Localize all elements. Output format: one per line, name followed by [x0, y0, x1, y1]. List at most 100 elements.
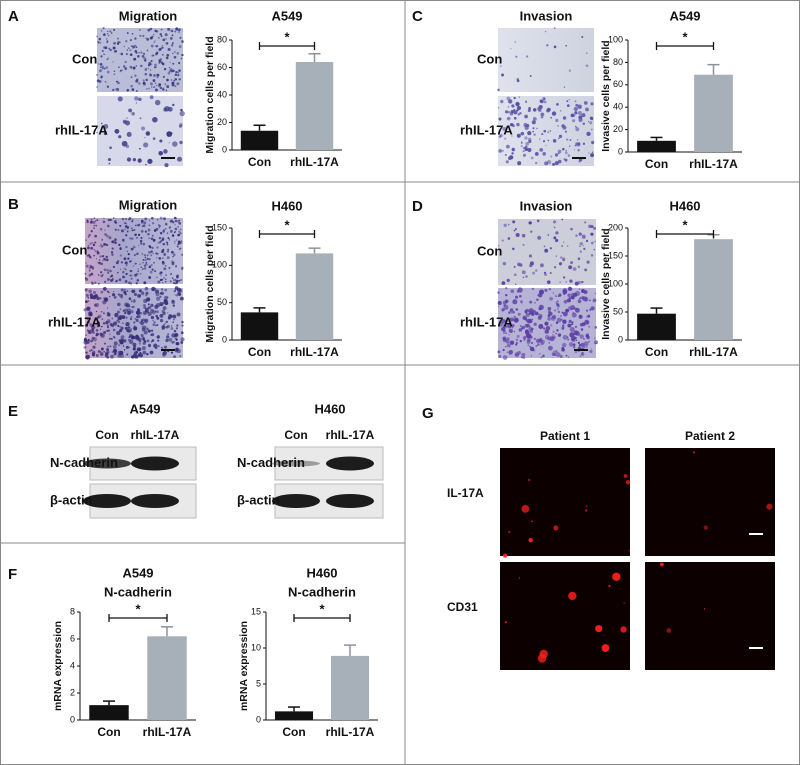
cell [554, 153, 559, 157]
cell [561, 324, 565, 327]
cell [524, 136, 528, 140]
cell [179, 232, 182, 235]
cell [127, 328, 132, 333]
cell [544, 334, 550, 340]
cell [581, 351, 584, 354]
cell [146, 232, 150, 236]
cell [156, 45, 159, 48]
cell [143, 254, 147, 257]
y-tick-label: 2 [70, 687, 75, 697]
cell [166, 53, 170, 57]
cell [138, 289, 142, 293]
cell [590, 102, 594, 106]
cell [180, 278, 183, 282]
cell [170, 132, 173, 135]
cell [581, 36, 584, 39]
cell [93, 224, 96, 227]
micrograph [498, 28, 594, 92]
cell [577, 265, 581, 268]
cell [104, 80, 107, 83]
cell [148, 233, 151, 235]
cell [114, 238, 117, 241]
cell [162, 257, 164, 260]
cell [126, 230, 129, 233]
micrograph [500, 562, 630, 670]
cell [87, 320, 90, 324]
cell [103, 124, 109, 129]
cell [165, 89, 168, 92]
cell [145, 261, 148, 264]
cell [125, 264, 128, 266]
blot-title: A549 [129, 401, 160, 416]
cell [118, 135, 122, 139]
cell [132, 299, 136, 303]
y-tick-label: 100 [608, 278, 623, 288]
cell [107, 157, 112, 162]
cell [146, 297, 151, 302]
cell [579, 297, 582, 300]
cell [150, 315, 155, 320]
cell [585, 107, 589, 112]
cell [100, 290, 104, 294]
cell [144, 136, 146, 139]
cell [154, 324, 157, 327]
cell [125, 316, 128, 319]
cell [90, 349, 93, 352]
cell [608, 584, 611, 588]
cell [540, 337, 542, 340]
cell [113, 42, 116, 45]
cell [524, 114, 529, 119]
cell [153, 33, 155, 36]
cell [169, 280, 172, 283]
cell [171, 81, 175, 85]
cell [154, 29, 157, 33]
cell [103, 268, 107, 272]
cell [100, 75, 103, 78]
cell [151, 222, 155, 225]
bar [240, 312, 279, 340]
cell [531, 342, 534, 345]
cell [170, 79, 173, 81]
chart-subtitle: N-cadherin [288, 584, 356, 599]
cell [101, 30, 103, 32]
cell [126, 131, 132, 137]
cell [524, 145, 528, 149]
cell [553, 236, 557, 240]
cell [542, 151, 547, 156]
significance-bracket [258, 230, 316, 238]
cell [123, 290, 127, 294]
cell [101, 49, 104, 52]
cell [552, 334, 554, 336]
cell [507, 237, 511, 240]
cell [562, 319, 567, 324]
cell [113, 353, 116, 356]
cell [119, 225, 121, 227]
cell [571, 323, 574, 326]
cell [579, 355, 582, 357]
blot-row-label: β-actin [237, 492, 280, 507]
cell [512, 299, 518, 305]
cell [142, 258, 145, 262]
cell [156, 324, 159, 326]
cell [177, 156, 182, 162]
cell [164, 295, 169, 300]
cell [95, 310, 98, 313]
cell [561, 346, 565, 350]
cell [524, 310, 528, 313]
cell [557, 310, 561, 314]
cell [169, 68, 173, 72]
cell [137, 308, 141, 313]
significance-label: * [319, 601, 325, 616]
cell [532, 130, 535, 133]
cell [102, 300, 107, 305]
lane-label: Con [95, 428, 118, 442]
cell [126, 157, 132, 162]
cell [577, 341, 581, 345]
cell [557, 333, 562, 337]
cell [129, 333, 133, 338]
y-tick-label: 4 [70, 660, 75, 670]
cell [172, 52, 174, 55]
cell [506, 343, 511, 348]
cell [101, 122, 103, 125]
cell [174, 289, 177, 291]
